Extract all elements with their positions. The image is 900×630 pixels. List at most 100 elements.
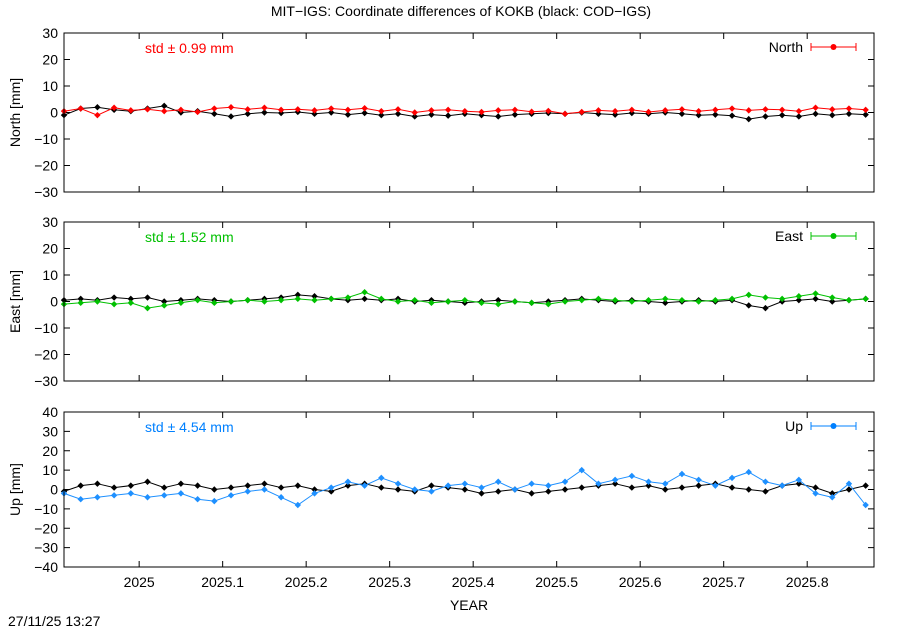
data-point <box>227 484 235 491</box>
data-point <box>344 106 352 114</box>
data-point <box>194 296 201 304</box>
data-point <box>328 484 335 491</box>
data-point <box>762 113 769 120</box>
plot-frame <box>63 411 875 568</box>
data-point <box>778 111 786 119</box>
data-point <box>261 298 268 305</box>
data-point <box>511 111 519 118</box>
data-point <box>695 482 702 489</box>
data-point <box>227 113 235 120</box>
data-point <box>394 486 402 493</box>
data-point <box>695 298 702 305</box>
data-point <box>311 490 318 497</box>
data-point <box>94 298 101 305</box>
plot-frame <box>63 221 875 382</box>
y-tick-label: −20 <box>34 158 58 174</box>
data-point <box>778 106 786 114</box>
data-point <box>110 104 118 111</box>
data-point <box>478 490 485 497</box>
data-point <box>829 106 836 113</box>
data-point <box>194 495 201 503</box>
data-point <box>361 289 368 296</box>
data-point <box>662 486 669 493</box>
y-tick-label: −30 <box>34 373 58 389</box>
data-point <box>678 110 686 118</box>
data-point <box>812 484 819 491</box>
data-point <box>110 492 118 499</box>
data-point <box>712 482 719 489</box>
timestamp: 27/11/25 13:27 <box>8 613 101 629</box>
data-point <box>211 497 218 505</box>
x-tick-label: 2025.5 <box>535 574 578 590</box>
data-point <box>294 295 302 303</box>
data-point <box>110 294 118 301</box>
y-tick-label: 0 <box>50 482 58 498</box>
x-tick-label: 2025 <box>124 574 155 590</box>
data-point <box>194 482 201 489</box>
data-point <box>478 108 485 116</box>
data-point <box>127 490 135 497</box>
data-point <box>127 299 135 307</box>
panel-east: −30 −20 −10 0 10 20 30 East [mm] std ± 1.52 mm Ea… <box>7 214 875 389</box>
data-point <box>678 296 686 304</box>
y-tick-label: 10 <box>42 267 58 283</box>
data-point <box>294 291 302 299</box>
data-point <box>829 111 836 119</box>
x-axis-label: YEAR <box>450 597 488 613</box>
data-point <box>261 109 268 116</box>
data-point <box>561 486 569 493</box>
y-tick-label: −10 <box>34 501 58 517</box>
data-point <box>127 482 135 489</box>
data-point <box>495 300 502 308</box>
data-point <box>94 494 101 501</box>
data-point <box>311 107 318 114</box>
data-point <box>595 480 602 487</box>
data-point <box>244 482 251 489</box>
data-point <box>378 474 385 482</box>
data-point <box>328 105 335 112</box>
data-point <box>678 470 686 478</box>
data-point <box>595 295 602 303</box>
data-point <box>662 107 669 114</box>
data-point <box>177 490 185 497</box>
data-point <box>378 484 385 491</box>
data-point <box>495 113 502 120</box>
data-point <box>277 296 285 304</box>
data-point <box>561 298 569 305</box>
data-point <box>227 104 235 111</box>
data-point <box>244 488 251 495</box>
y-tick-label: 30 <box>42 423 58 439</box>
series-cod-igs <box>60 478 869 497</box>
x-tick-label: 2025.7 <box>702 574 745 590</box>
data-point <box>812 110 819 118</box>
data-point <box>611 296 619 304</box>
y-axis-label: Up [mm] <box>7 463 23 516</box>
data-point <box>645 296 652 304</box>
data-point <box>361 482 368 489</box>
data-point <box>177 299 185 307</box>
y-tick-label: 20 <box>42 52 58 68</box>
data-point <box>695 476 702 484</box>
data-point <box>628 484 636 491</box>
data-point <box>611 480 619 487</box>
data-point <box>94 111 101 119</box>
data-point <box>745 115 752 123</box>
data-point <box>144 494 151 501</box>
data-point <box>745 302 752 309</box>
data-point <box>328 488 335 495</box>
data-point <box>495 107 502 114</box>
data-point <box>77 105 84 112</box>
data-point <box>795 293 803 300</box>
data-point <box>829 294 836 301</box>
data-point <box>344 478 352 485</box>
data-point <box>110 484 118 491</box>
data-point <box>829 490 836 497</box>
x-tick-label: 2025.2 <box>285 574 328 590</box>
data-point <box>444 112 452 119</box>
data-point <box>211 110 218 118</box>
data-point <box>177 480 185 487</box>
data-point <box>712 111 719 118</box>
data-point <box>645 108 652 116</box>
legend-label: East <box>775 228 803 244</box>
